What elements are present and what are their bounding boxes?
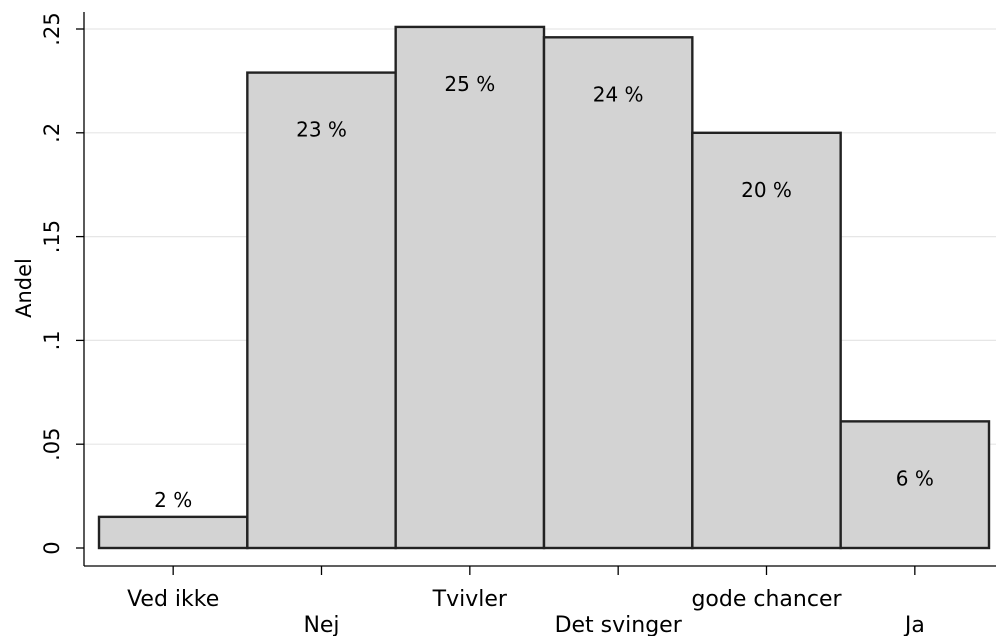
bars: [97, 25, 991, 550]
x-tick-label: Nej: [303, 613, 339, 636]
axes: 0 .05 .1 .15 .2 .25 Ved ikke Nej Tvivler Det svin…: [40, 12, 996, 636]
bar-data-label: 20 %: [741, 178, 792, 202]
bar-data-label: 24 %: [593, 82, 644, 106]
bar-data-label: 6 %: [896, 466, 934, 490]
y-tick-label: 0: [40, 541, 64, 554]
x-tick-label: Ved ikke: [127, 587, 219, 612]
y-tick-label: .2: [40, 123, 64, 143]
y-tick-label: .15: [40, 220, 64, 253]
x-tick-label: gode chancer: [691, 587, 842, 612]
y-axis-title: Andel: [12, 258, 36, 318]
bar-ja: [839, 420, 991, 550]
bar-ved-ikke: [97, 515, 249, 550]
bar-det-svinger: [542, 36, 694, 550]
y-tick-label: .25: [40, 12, 64, 45]
data-labels: 2 % 23 % 25 % 24 % 20 % 6 %: [154, 72, 934, 512]
x-tick-label: Tvivler: [432, 587, 508, 612]
bar-nej: [246, 71, 397, 550]
bar-data-label: 23 %: [296, 118, 347, 142]
bar-data-label: 25 %: [444, 72, 495, 96]
x-tick-label: Ja: [903, 613, 925, 636]
bar-data-label: 2 %: [154, 488, 192, 512]
y-tick-label: .1: [40, 330, 64, 350]
bar-tvivler: [394, 25, 546, 550]
bar-gode-chancer: [691, 131, 842, 550]
y-tick-label: .05: [40, 427, 64, 460]
x-tick-label: Det svinger: [555, 613, 683, 636]
